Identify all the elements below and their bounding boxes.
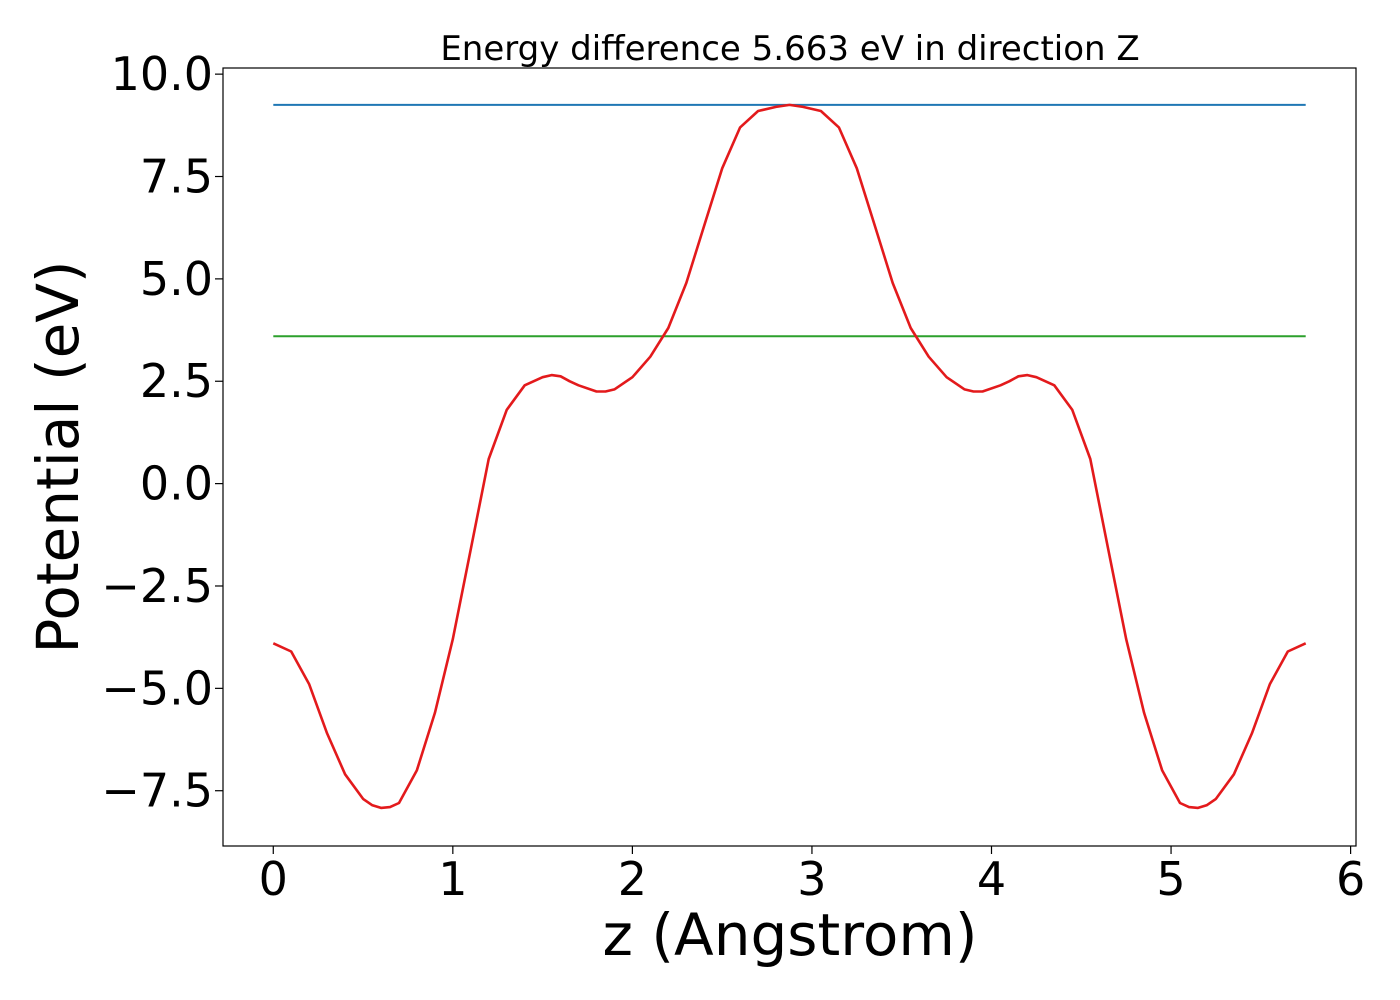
x-tick-label: 6	[1336, 852, 1365, 906]
y-tick-label: 0.0	[140, 457, 213, 511]
potential-line	[272, 103, 1307, 810]
chart-title: Energy difference 5.663 eV in direction …	[440, 29, 1139, 69]
plot-area	[272, 103, 1307, 810]
x-axis-ticks: 0 1 2 3 4 5 6	[259, 846, 1365, 906]
x-tick-label: 2	[618, 852, 647, 906]
x-axis-label: z (Angstrom)	[603, 901, 978, 969]
y-axis-label: Potential (eV)	[24, 260, 92, 653]
y-tick-label: −2.5	[101, 559, 213, 613]
x-tick-label: 5	[1156, 852, 1185, 906]
y-tick-label: −7.5	[101, 764, 213, 818]
plot-frame	[222, 67, 1357, 847]
y-tick-label: 5.0	[140, 252, 213, 306]
y-tick-label: −5.0	[101, 661, 213, 715]
x-tick-label: 0	[259, 852, 288, 906]
x-tick-label: 3	[797, 852, 826, 906]
y-axis-ticks: −7.5 −5.0 −2.5 0.0 2.5 5.0 7.5 10.0	[101, 47, 223, 818]
x-tick-label: 1	[438, 852, 467, 906]
y-tick-label: 10.0	[111, 47, 213, 101]
x-tick-label: 4	[977, 852, 1006, 906]
y-tick-label: 2.5	[140, 354, 213, 408]
y-tick-label: 7.5	[140, 150, 213, 204]
